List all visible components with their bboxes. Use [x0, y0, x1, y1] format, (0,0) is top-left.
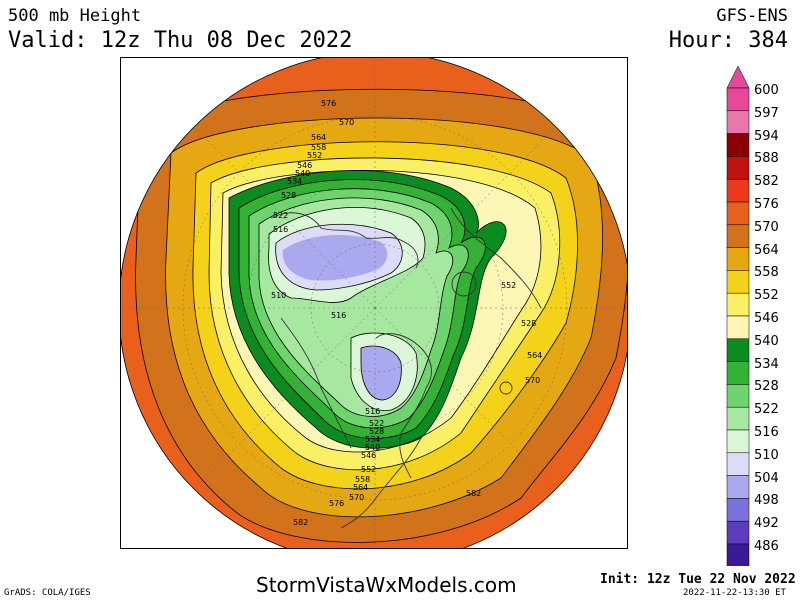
contour-label: 522	[273, 211, 288, 220]
colorbar-svg	[726, 66, 750, 566]
colorbar-swatch	[726, 224, 750, 248]
contour-label: 534	[287, 177, 302, 186]
contour-label: 558	[311, 143, 326, 152]
colorbar-label: 510	[754, 447, 779, 463]
contour-label: 516	[365, 407, 380, 416]
contour-label: 528	[369, 427, 384, 436]
colorbar-label: 558	[754, 265, 779, 281]
forecast-hour: Hour: 384	[668, 28, 788, 53]
colorbar-swatch	[726, 178, 750, 203]
contour-label: 516	[273, 225, 288, 234]
contour-label: 522	[369, 419, 384, 428]
contour-lines	[135, 88, 627, 543]
colorbar-label: 516	[754, 425, 779, 440]
colorbar-label: 534	[754, 356, 779, 372]
height-field	[121, 58, 627, 548]
colorbar-swatch	[726, 338, 750, 362]
colorbar-swatch	[726, 133, 750, 157]
colorbar-label: 564	[754, 242, 779, 258]
colorbar-swatch	[726, 520, 750, 545]
contour-label: 576	[329, 499, 344, 508]
contour-label: 570	[349, 493, 364, 502]
contour-label: 552	[361, 465, 376, 474]
contour-label: 534	[365, 435, 380, 444]
colorbar-swatch	[726, 543, 750, 566]
colorbar-swatch	[726, 475, 750, 499]
contour-label: 528	[521, 319, 536, 328]
polar-height-map: 576 570 564 558 552 546 540 534 528 522 516 510 516 5…	[120, 57, 628, 549]
colorbar-label: 486	[754, 539, 779, 554]
colorbar-swatch	[726, 156, 750, 180]
colorbar-label: 540	[754, 333, 779, 349]
colorbar-label: 528	[754, 379, 779, 395]
colorbar-swatch	[726, 270, 750, 294]
colorbar-top-arrow	[726, 66, 750, 89]
grads-credit: GrADS: COLA/IGES	[4, 588, 91, 598]
colorbar-label: 600	[754, 83, 779, 98]
colorbar-label: 552	[754, 288, 779, 304]
contour-label: 564	[527, 351, 542, 360]
coastlines	[270, 207, 542, 529]
contour-label: 582	[466, 489, 481, 498]
colorbar-swatch	[726, 247, 750, 271]
colorbar-label: 504	[754, 470, 779, 486]
colorbar-swatch	[726, 361, 750, 385]
contour-label: 540	[295, 169, 310, 178]
colorbar-swatch	[726, 498, 750, 522]
model-name: GFS-ENS	[716, 6, 788, 26]
colorbar-label: 498	[754, 493, 779, 509]
contour-label: 546	[297, 161, 312, 170]
colorbar-swatch	[726, 406, 750, 431]
colorbar-swatch	[726, 110, 750, 134]
contour-labels: 5765705645585525465405345285225165105165…	[271, 99, 542, 527]
map-title: 500 mb Height	[8, 6, 142, 26]
colorbar-swatch	[726, 87, 750, 112]
init-time: Init: 12z Tue 22 Nov 2022	[600, 572, 796, 587]
contour-label: 564	[311, 133, 326, 142]
colorbar-label: 576	[754, 197, 779, 212]
contour-label: 576	[321, 99, 336, 108]
contour-label: 558	[355, 475, 370, 484]
colorbar-label: 594	[754, 128, 779, 144]
contour-label: 570	[525, 376, 540, 385]
contour-label: 552	[307, 151, 322, 160]
map-svg: 5765705645585525465405345285225165105165…	[121, 58, 627, 548]
height-colorbar: 600 597 594 588 582 576 570 564 558 552 546 540 534 5…	[725, 66, 800, 566]
contour-label: 570	[339, 118, 354, 127]
colorbar-label: 570	[754, 219, 779, 235]
colorbar-label: 492	[754, 516, 779, 532]
colorbar-swatch	[726, 429, 750, 454]
colorbar-swatch	[726, 315, 750, 340]
contour-label: 510	[271, 291, 286, 300]
colorbar-swatch	[726, 201, 750, 226]
colorbar-swatch	[726, 292, 750, 317]
generation-timestamp: 2022-11-22-13:30 ET	[683, 588, 786, 598]
colorbar-label: 588	[754, 151, 779, 167]
colorbar-label: 597	[754, 105, 779, 121]
colorbar-swatch	[726, 384, 750, 408]
contour-label: 540	[365, 443, 380, 452]
contour-label: 516	[331, 311, 346, 320]
colorbar-swatch	[726, 452, 750, 476]
site-name: StormVistaWxModels.com	[256, 573, 517, 597]
contour-label: 528	[281, 191, 296, 200]
colorbar-label: 582	[754, 174, 779, 190]
contour-label: 564	[353, 483, 368, 492]
contour-label: 582	[293, 518, 308, 527]
colorbar-label: 546	[754, 311, 779, 326]
valid-time: Valid: 12z Thu 08 Dec 2022	[8, 28, 353, 53]
contour-label: 546	[361, 451, 376, 460]
colorbar-label: 522	[754, 402, 779, 418]
contour-label: 552	[501, 281, 516, 290]
